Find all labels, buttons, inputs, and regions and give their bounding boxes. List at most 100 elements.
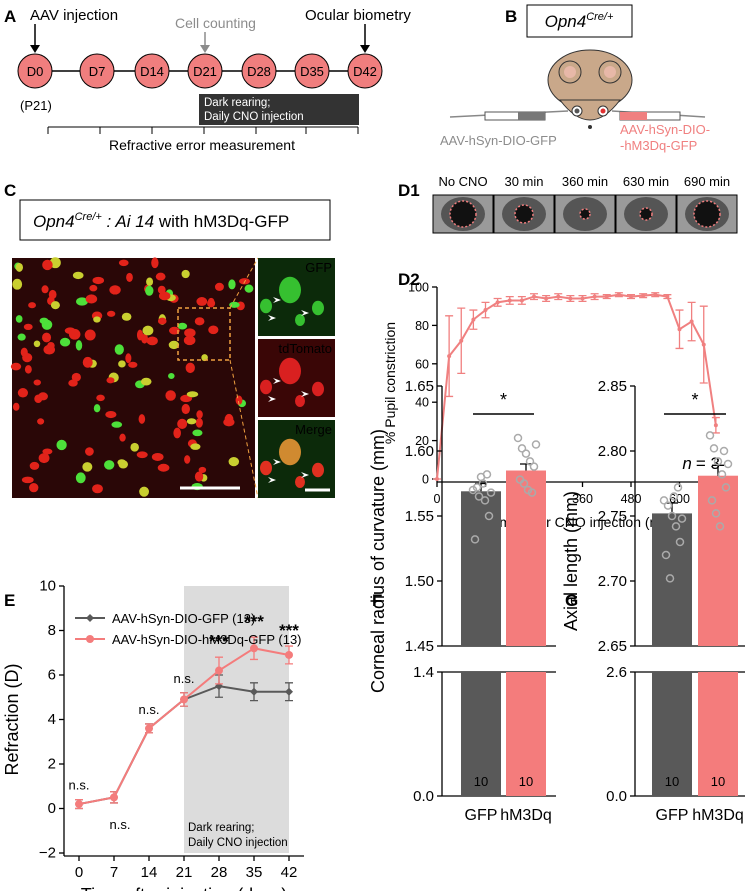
marker	[713, 423, 718, 428]
inset-cell	[312, 381, 324, 397]
arrowhead	[273, 378, 281, 384]
y-tick-label: 2.6	[606, 664, 627, 681]
x-tick-label: 7	[110, 864, 118, 881]
pupil-images: No CNO 30 min 360 min 630 min 690 min	[432, 174, 738, 234]
cell	[140, 377, 152, 386]
cell	[125, 353, 132, 364]
data-point	[669, 492, 679, 501]
y-tick-label: 1.45	[405, 638, 434, 655]
x-tick-label: hM3Dq	[692, 807, 744, 824]
cell	[33, 340, 41, 348]
cell	[228, 457, 240, 467]
cell	[136, 451, 148, 459]
data-point	[677, 514, 687, 523]
cell	[229, 301, 240, 308]
cell	[72, 271, 84, 280]
x-tick-label: 480	[621, 492, 642, 506]
marker	[215, 666, 223, 675]
n-annotation: n = 3	[682, 454, 720, 473]
inset-cell	[295, 314, 305, 326]
inset-cell	[279, 357, 301, 385]
bar-lower	[652, 672, 692, 796]
cell	[138, 414, 146, 424]
marker	[495, 300, 500, 305]
arrowhead	[301, 391, 309, 397]
cell	[130, 442, 139, 452]
significance: n.s.	[110, 817, 131, 832]
reporter: : Ai 14	[102, 212, 154, 231]
y-tick-label: −2	[39, 845, 56, 862]
event-label: AAV injection	[30, 7, 118, 24]
event-label: Cell counting	[175, 15, 256, 31]
cell	[106, 310, 116, 317]
y-tick-label: 6	[48, 667, 56, 684]
x-tick-label: 35	[246, 864, 263, 881]
gene: Opn4	[545, 12, 587, 31]
cell	[23, 323, 33, 331]
data-point	[665, 574, 675, 583]
data-point	[521, 449, 531, 458]
day-circle	[347, 53, 383, 89]
x-tick-label: 0	[434, 492, 441, 506]
significance: ***	[209, 632, 229, 651]
error-bar	[520, 463, 532, 471]
y-tick-label: 60	[415, 357, 429, 371]
cell	[121, 312, 132, 321]
marker	[519, 298, 524, 303]
cell	[76, 297, 88, 306]
arrowhead	[360, 45, 370, 53]
marker	[145, 724, 153, 733]
cell	[139, 486, 149, 497]
cell	[244, 284, 254, 293]
day-label: D35	[300, 64, 324, 79]
inset-cell	[312, 300, 324, 316]
cell	[177, 322, 188, 330]
y-tick-label: 4	[48, 711, 56, 728]
inset-cell	[279, 276, 301, 304]
y-tick-label: 2.85	[598, 378, 627, 395]
cell	[42, 332, 52, 343]
cell	[146, 277, 154, 286]
marker	[459, 338, 464, 343]
x-tick-label: 0	[75, 864, 83, 881]
bar	[652, 513, 692, 646]
arrowhead	[200, 45, 210, 53]
n-symbol: n	[682, 454, 691, 473]
marker	[507, 298, 512, 303]
inset-label: Merge	[295, 422, 332, 437]
cell	[136, 329, 144, 341]
marker	[556, 294, 561, 299]
cell	[119, 433, 126, 442]
marker	[285, 650, 293, 659]
panel-label: B	[505, 7, 517, 26]
cell	[196, 297, 208, 306]
shade-text: Daily CNO injection	[188, 837, 288, 849]
cell	[168, 340, 180, 350]
cell	[71, 372, 81, 382]
virus-label: AAV-hSyn-DIO-GFP	[440, 133, 557, 148]
bar	[698, 475, 738, 646]
cell	[39, 317, 49, 325]
cell	[114, 344, 124, 355]
cell	[168, 372, 175, 379]
zoom-line	[229, 257, 259, 309]
series-line	[436, 293, 717, 480]
data-point	[717, 470, 727, 479]
pupil	[449, 200, 477, 228]
data-point	[472, 483, 482, 492]
marker	[75, 800, 83, 809]
n-count: 10	[665, 774, 679, 789]
significance: *	[500, 390, 507, 410]
cell	[223, 418, 235, 427]
data-point	[707, 496, 717, 505]
marker	[471, 317, 476, 322]
data-point	[470, 535, 480, 544]
box-text: Daily CNO injection	[204, 111, 304, 123]
virus-label: AAV-hSyn-DIO-	[620, 122, 710, 137]
arrowhead	[301, 310, 309, 316]
cell	[169, 326, 180, 335]
arrowhead	[268, 396, 276, 402]
cell	[10, 362, 22, 371]
image-label: 360 min	[562, 174, 608, 189]
